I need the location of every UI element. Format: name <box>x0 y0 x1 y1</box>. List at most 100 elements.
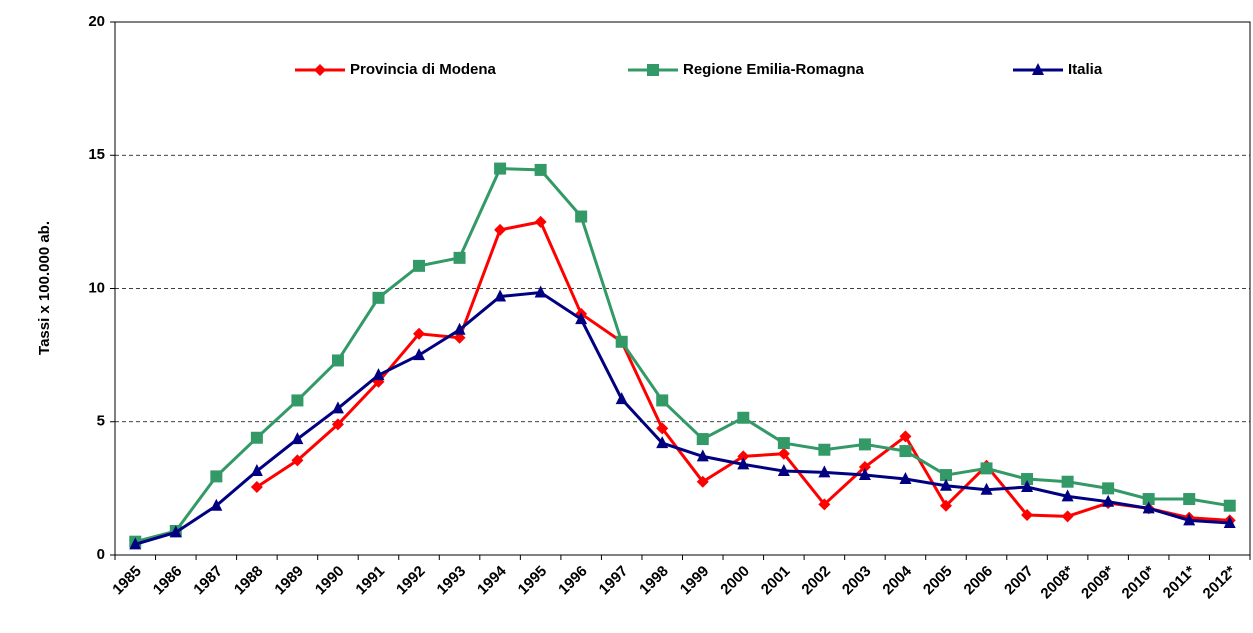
point <box>291 394 304 407</box>
point <box>250 464 263 477</box>
x-tick-label: 1994 <box>474 562 510 598</box>
y-tick-label: 5 <box>97 413 105 430</box>
x-tick-label: 1998 <box>636 563 672 599</box>
point <box>1021 473 1034 486</box>
point <box>1142 493 1155 506</box>
y-tick-label: 0 <box>97 546 105 563</box>
point <box>494 223 507 236</box>
point <box>453 322 466 335</box>
x-tick-label: 2009* <box>1078 563 1118 603</box>
y-tick-label: 15 <box>88 146 105 163</box>
point <box>413 259 426 272</box>
point <box>696 449 709 462</box>
point <box>494 289 507 302</box>
point <box>250 431 263 444</box>
point <box>777 447 790 460</box>
point <box>615 335 628 348</box>
x-tick-label: 1986 <box>150 563 186 599</box>
point <box>737 450 750 463</box>
point <box>939 499 952 512</box>
point <box>858 468 871 481</box>
point <box>737 457 750 470</box>
point <box>1223 516 1236 529</box>
x-tick-label: 2006 <box>961 563 997 599</box>
x-tick-label: 1989 <box>271 563 307 599</box>
x-tick-label: 1997 <box>596 563 632 599</box>
point <box>210 498 223 511</box>
point <box>939 469 952 482</box>
point <box>291 454 304 467</box>
point <box>169 525 182 538</box>
point <box>575 312 588 325</box>
x-tick-label: 1987 <box>190 563 226 599</box>
point <box>899 430 912 443</box>
point <box>777 437 790 450</box>
point <box>858 438 871 451</box>
series-line <box>134 290 1230 546</box>
x-tick-label: 2005 <box>920 563 956 599</box>
point <box>899 472 912 485</box>
point <box>899 445 912 458</box>
point <box>331 418 344 431</box>
point <box>372 368 385 381</box>
x-tick-label: 2011* <box>1160 563 1199 602</box>
x-tick-label: 2004 <box>879 562 915 598</box>
legend-marker <box>314 64 326 76</box>
point <box>1102 482 1115 495</box>
point <box>818 498 831 511</box>
point <box>534 163 547 176</box>
legend-marker <box>647 64 659 76</box>
point <box>939 478 952 491</box>
x-tick-label: 2002 <box>798 563 834 599</box>
x-tick-label: 2001 <box>758 563 794 599</box>
legend-marker <box>1032 63 1044 75</box>
point <box>1142 501 1155 514</box>
x-tick-label: 1993 <box>434 563 470 599</box>
point <box>737 411 750 424</box>
point <box>575 210 588 223</box>
point <box>413 327 426 340</box>
point <box>1183 513 1196 526</box>
x-tick-label: 1995 <box>515 563 551 599</box>
series-line <box>256 220 1230 522</box>
point <box>534 215 547 228</box>
x-tick-label: 2007 <box>1001 563 1037 599</box>
legend-label: Italia <box>1068 61 1103 78</box>
point <box>534 285 547 298</box>
point <box>656 394 669 407</box>
point <box>331 354 344 367</box>
x-tick-label: 1985 <box>109 563 145 599</box>
y-tick-label: 10 <box>88 279 105 296</box>
point <box>331 401 344 414</box>
point <box>372 291 385 304</box>
y-tick-label: 20 <box>88 13 105 30</box>
point <box>250 481 263 494</box>
point <box>980 462 993 475</box>
point <box>413 348 426 361</box>
point <box>818 443 831 456</box>
point <box>1061 489 1074 502</box>
legend-label: Provincia di Modena <box>350 61 497 78</box>
point <box>1021 480 1034 493</box>
x-tick-label: 2010* <box>1119 563 1159 603</box>
point <box>1223 499 1236 512</box>
point <box>1021 509 1034 522</box>
point <box>777 464 790 477</box>
point <box>453 251 466 264</box>
point <box>1061 510 1074 523</box>
x-tick-label: 2012* <box>1200 563 1240 603</box>
point <box>696 475 709 488</box>
point <box>696 433 709 446</box>
point <box>656 422 669 435</box>
point <box>210 470 223 483</box>
x-tick-label: 1992 <box>393 563 429 599</box>
point <box>291 432 304 445</box>
point <box>656 436 669 449</box>
point <box>1061 475 1074 488</box>
x-tick-label: 2008* <box>1037 563 1077 603</box>
legend-label: Regione Emilia-Romagna <box>683 61 865 78</box>
series-line <box>134 167 1230 544</box>
y-axis-label: Tassi x 100.000 ab. <box>36 221 53 355</box>
point <box>980 482 993 495</box>
